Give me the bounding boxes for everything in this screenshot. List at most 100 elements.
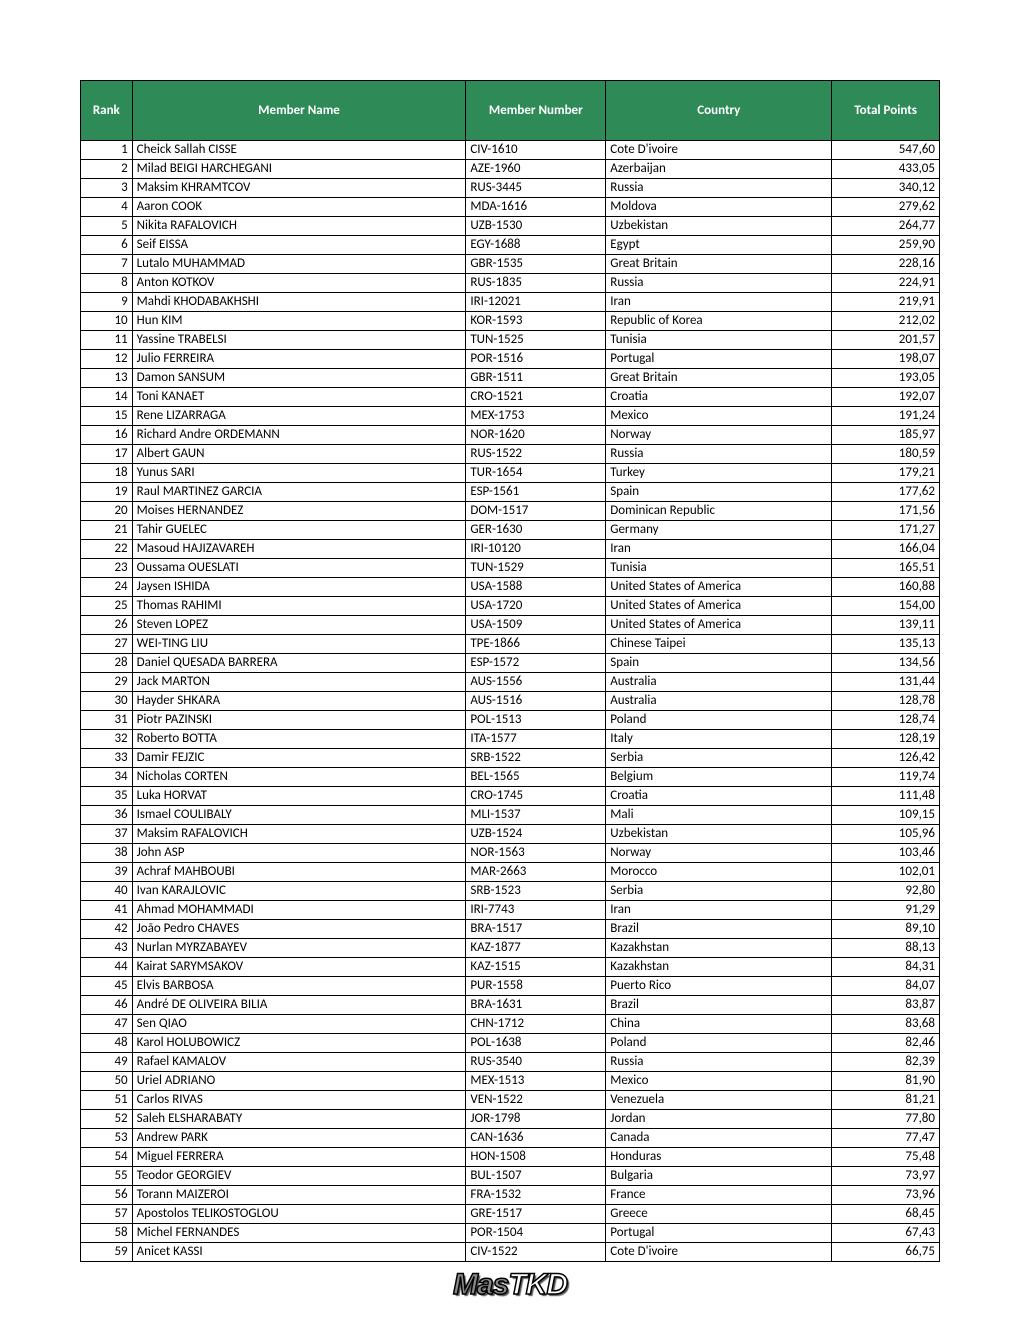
number-cell: FRA-1532 [466,1186,606,1205]
table-row: 48Karol HOLUBOWICZPOL-1638Poland82,46 [81,1034,940,1053]
name-cell: Albert GAUN [132,445,466,464]
table-row: 32Roberto BOTTAITA-1577Italy128,19 [81,730,940,749]
points-cell: 82,46 [832,1034,940,1053]
country-cell: Tunisia [606,559,832,578]
points-cell: 224,91 [832,274,940,293]
number-cell: MDA-1616 [466,198,606,217]
country-cell: Portugal [606,1224,832,1243]
table-row: 52Saleh ELSHARABATYJOR-1798Jordan77,80 [81,1110,940,1129]
rank-cell: 44 [81,958,133,977]
rank-cell: 43 [81,939,133,958]
rank-cell: 10 [81,312,133,331]
country-cell: Kazakhstan [606,939,832,958]
number-cell: CIV-1610 [466,141,606,160]
name-cell: Carlos RIVAS [132,1091,466,1110]
table-row: 58Michel FERNANDESPOR-1504Portugal67,43 [81,1224,940,1243]
rank-cell: 47 [81,1015,133,1034]
points-cell: 89,10 [832,920,940,939]
table-row: 18Yunus SARITUR-1654Turkey179,21 [81,464,940,483]
rank-cell: 37 [81,825,133,844]
country-cell: Mexico [606,407,832,426]
points-cell: 75,48 [832,1148,940,1167]
name-cell: Michel FERNANDES [132,1224,466,1243]
points-cell: 166,04 [832,540,940,559]
table-row: 43Nurlan MYRZABAYEVKAZ-1877Kazakhstan88,… [81,939,940,958]
rank-cell: 28 [81,654,133,673]
number-cell: DOM-1517 [466,502,606,521]
table-row: 30Hayder SHKARAAUS-1516Australia128,78 [81,692,940,711]
table-row: 1Cheick Sallah CISSECIV-1610Cote D'ivoir… [81,141,940,160]
table-row: 55Teodor GEORGIEVBUL-1507Bulgaria73,97 [81,1167,940,1186]
country-cell: Brazil [606,996,832,1015]
rank-cell: 15 [81,407,133,426]
points-cell: 81,21 [832,1091,940,1110]
table-body: 1Cheick Sallah CISSECIV-1610Cote D'ivoir… [81,141,940,1262]
header-points: Total Points [832,81,940,141]
points-cell: 198,07 [832,350,940,369]
header-rank: Rank [81,81,133,141]
points-cell: 264,77 [832,217,940,236]
number-cell: USA-1509 [466,616,606,635]
rank-cell: 13 [81,369,133,388]
number-cell: CIV-1522 [466,1243,606,1262]
rank-cell: 14 [81,388,133,407]
country-cell: United States of America [606,597,832,616]
name-cell: Apostolos TELIKOSTOGLOU [132,1205,466,1224]
points-cell: 73,97 [832,1167,940,1186]
table-row: 34Nicholas CORTENBEL-1565Belgium119,74 [81,768,940,787]
name-cell: Elvis BARBOSA [132,977,466,996]
points-cell: 77,47 [832,1129,940,1148]
table-row: 31Piotr PAZINSKIPOL-1513Poland128,74 [81,711,940,730]
logo-part-mas: Mas [453,1268,508,1301]
points-cell: 219,91 [832,293,940,312]
table-row: 57Apostolos TELIKOSTOGLOUGRE-1517Greece6… [81,1205,940,1224]
name-cell: Richard Andre ORDEMANN [132,426,466,445]
country-cell: Iran [606,901,832,920]
rank-cell: 6 [81,236,133,255]
table-row: 49Rafael KAMALOVRUS-3540Russia82,39 [81,1053,940,1072]
country-cell: Croatia [606,388,832,407]
table-row: 20Moises HERNANDEZDOM-1517Dominican Repu… [81,502,940,521]
number-cell: POL-1638 [466,1034,606,1053]
rank-cell: 11 [81,331,133,350]
table-row: 44Kairat SARYMSAKOVKAZ-1515Kazakhstan84,… [81,958,940,977]
number-cell: MAR-2663 [466,863,606,882]
number-cell: MLI-1537 [466,806,606,825]
number-cell: KAZ-1877 [466,939,606,958]
table-row: 7Lutalo MUHAMMADGBR-1535Great Britain228… [81,255,940,274]
country-cell: Germany [606,521,832,540]
number-cell: ESP-1572 [466,654,606,673]
name-cell: Karol HOLUBOWICZ [132,1034,466,1053]
rank-cell: 46 [81,996,133,1015]
name-cell: Damir FEJZIC [132,749,466,768]
name-cell: Luka HORVAT [132,787,466,806]
country-cell: Greece [606,1205,832,1224]
logo-container: MasTKD [80,1268,940,1302]
country-cell: Venezuela [606,1091,832,1110]
rank-cell: 32 [81,730,133,749]
table-row: 13Damon SANSUMGBR-1511Great Britain193,0… [81,369,940,388]
name-cell: Yunus SARI [132,464,466,483]
table-row: 50Uriel ADRIANOMEX-1513Mexico81,90 [81,1072,940,1091]
rank-cell: 56 [81,1186,133,1205]
number-cell: TUN-1529 [466,559,606,578]
rank-cell: 31 [81,711,133,730]
country-cell: Poland [606,711,832,730]
number-cell: CRO-1521 [466,388,606,407]
rank-cell: 59 [81,1243,133,1262]
rank-cell: 24 [81,578,133,597]
table-row: 8Anton KOTKOVRUS-1835Russia224,91 [81,274,940,293]
table-row: 38John ASPNOR-1563Norway103,46 [81,844,940,863]
name-cell: Piotr PAZINSKI [132,711,466,730]
number-cell: RUS-1835 [466,274,606,293]
name-cell: Torann MAIZEROI [132,1186,466,1205]
table-row: 16Richard Andre ORDEMANNNOR-1620Norway18… [81,426,940,445]
table-row: 17Albert GAUNRUS-1522Russia180,59 [81,445,940,464]
name-cell: Seif EISSA [132,236,466,255]
number-cell: SRB-1523 [466,882,606,901]
name-cell: Jaysen ISHIDA [132,578,466,597]
points-cell: 228,16 [832,255,940,274]
name-cell: Hayder SHKARA [132,692,466,711]
number-cell: BEL-1565 [466,768,606,787]
number-cell: NOR-1563 [466,844,606,863]
